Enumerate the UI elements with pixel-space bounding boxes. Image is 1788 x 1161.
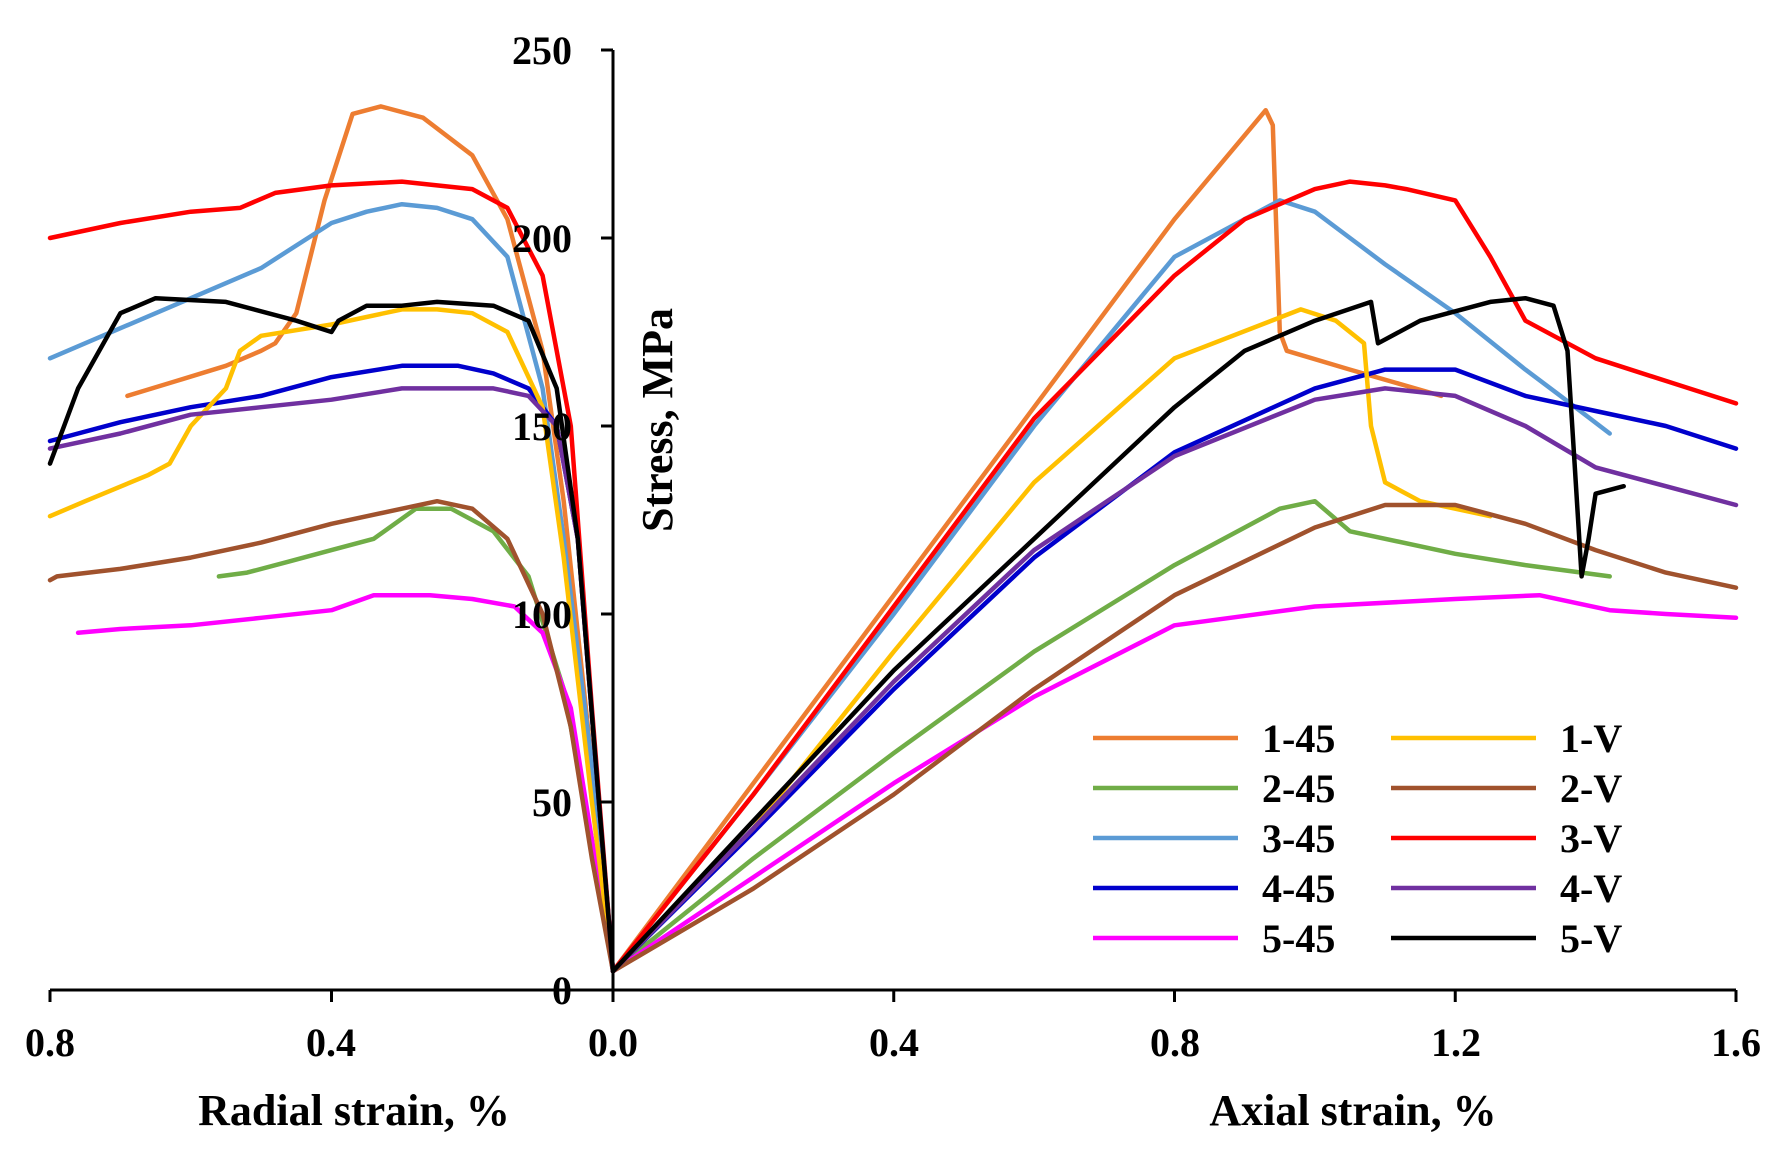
legend-label-5-V: 5-V [1560, 916, 1622, 961]
legend-label-4-V: 4-V [1560, 866, 1622, 911]
series-4-45-radial-line [47, 363, 616, 974]
radial-tick-label: 0.0 [588, 1020, 638, 1065]
axial-tick-label: 1.6 [1711, 1020, 1761, 1065]
ticks-layer [48, 48, 1738, 1002]
y-tick-label: 200 [512, 216, 572, 261]
series-5-45-radial-line [75, 592, 616, 974]
radial-tick-label: 0.4 [306, 1020, 356, 1065]
series-4-V-radial-line [47, 386, 616, 974]
series-2-45-axial-line [610, 498, 1612, 974]
legend: 1-45 2-45 3-45 4-45 5-45 1-V 2-V 3-V 4-V 5-V [1093, 716, 1622, 961]
axial-tick-label: 1.2 [1431, 1020, 1481, 1065]
series-3-45-radial-line [47, 201, 616, 974]
y-tick-label: 250 [512, 28, 572, 73]
curves-layer [47, 104, 1739, 974]
legend-label-1-V: 1-V [1560, 716, 1622, 761]
legend-label-2-45: 2-45 [1262, 766, 1335, 811]
axial-tick-label: 0.4 [869, 1020, 919, 1065]
axial-axis-title: Axial strain, % [1209, 1086, 1496, 1135]
series-5-45-axial-line [610, 592, 1739, 974]
series-4-45-axial-line [610, 367, 1739, 974]
series-1-V-radial-line [47, 307, 616, 974]
y-tick-label: 0 [552, 968, 572, 1013]
series-2-V-axial-line [610, 502, 1739, 974]
axial-tick-label: 0.8 [1150, 1020, 1200, 1065]
series-2-V-radial-line [47, 498, 616, 974]
series-3-V-radial-line [47, 179, 616, 974]
legend-label-1-45: 1-45 [1262, 716, 1335, 761]
legend-label-2-V: 2-V [1560, 766, 1622, 811]
legend-label-3-45: 3-45 [1262, 816, 1335, 861]
legend-label-5-45: 5-45 [1262, 916, 1335, 961]
series-3-V-axial-line [610, 179, 1739, 974]
radial-axis-title: Radial strain, % [198, 1086, 510, 1135]
series-3-45-axial-line [610, 198, 1612, 974]
legend-label-4-45: 4-45 [1262, 866, 1335, 911]
series-2-45-radial-line [216, 506, 616, 974]
y-tick-label: 100 [512, 592, 572, 637]
series-5-V-axial-line [610, 295, 1626, 974]
radial-tick-label: 0.8 [25, 1020, 75, 1065]
legend-label-3-V: 3-V [1560, 816, 1622, 861]
series-1-V-axial-line [610, 307, 1493, 974]
series-1-45-axial-line [610, 107, 1444, 974]
series-4-V-axial-line [610, 386, 1739, 974]
series-5-V-radial-line [47, 295, 616, 974]
y-axis-title: Stress, MPa [633, 308, 682, 532]
y-tick-label: 150 [512, 404, 572, 449]
series-1-45-radial-line [125, 104, 616, 974]
y-tick-label: 50 [532, 780, 572, 825]
